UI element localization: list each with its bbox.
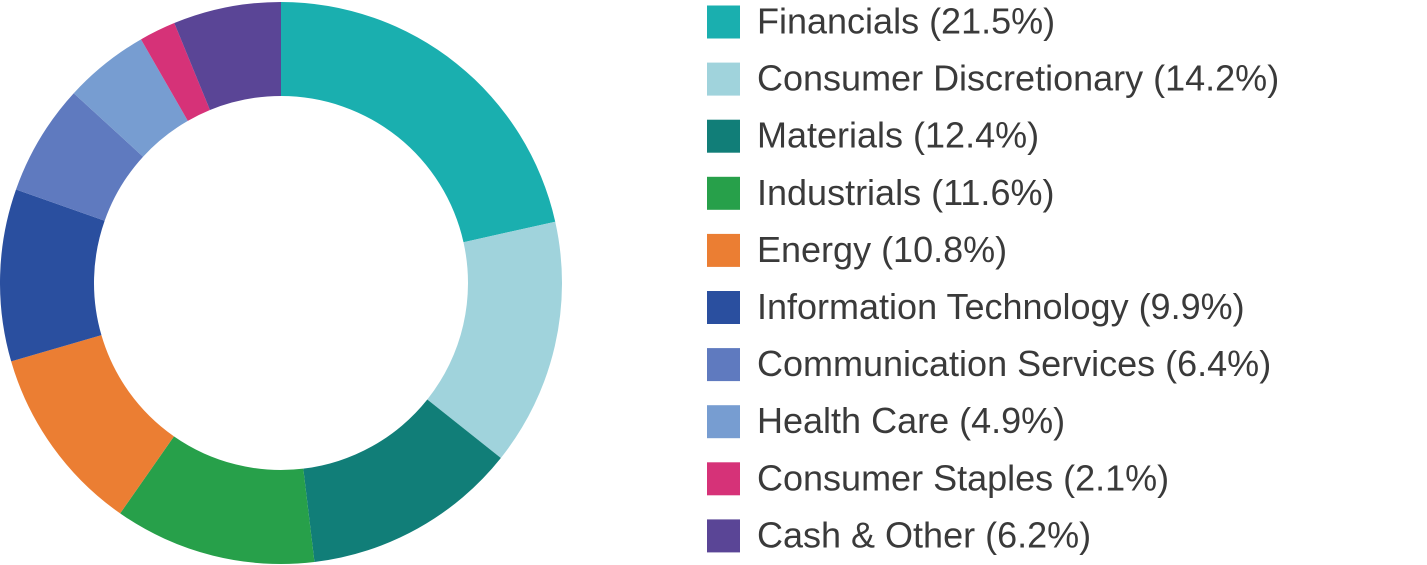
donut-slice	[174, 2, 281, 111]
legend-label: Materials (12.4%)	[757, 115, 1039, 156]
donut-slice	[0, 189, 105, 362]
legend-label: Information Technology (9.9%)	[757, 286, 1245, 327]
legend-swatch	[707, 62, 740, 96]
donut-slice	[11, 335, 174, 514]
legend-label: Communication Services (6.4%)	[757, 343, 1271, 384]
legend-swatch	[707, 5, 740, 39]
legend-swatch	[707, 462, 740, 496]
legend-swatch	[707, 405, 740, 439]
legend-swatch	[707, 291, 740, 324]
legend-label: Consumer Staples (2.1%)	[757, 457, 1169, 498]
legend-label: Cash & Other (6.2%)	[757, 514, 1091, 555]
donut-slice	[427, 221, 562, 459]
legend-swatch	[707, 119, 740, 153]
legend-label: Financials (21.5%)	[757, 1, 1055, 42]
donut-slice	[281, 2, 556, 243]
legend-swatch	[707, 519, 740, 553]
donut-slice	[141, 23, 210, 121]
legend-label: Energy (10.8%)	[757, 229, 1007, 270]
legend-swatch	[707, 233, 740, 267]
legend-swatch	[707, 348, 740, 382]
legend-swatch	[707, 176, 740, 210]
donut-slice	[73, 39, 188, 157]
legend-label: Industrials (11.6%)	[757, 172, 1054, 213]
donut-slice	[16, 93, 144, 221]
donut-slice	[120, 436, 315, 564]
legend-label: Health Care (4.9%)	[757, 400, 1065, 441]
donut-slice	[303, 399, 501, 562]
legend-label: Consumer Discretionary (14.2%)	[757, 58, 1279, 99]
